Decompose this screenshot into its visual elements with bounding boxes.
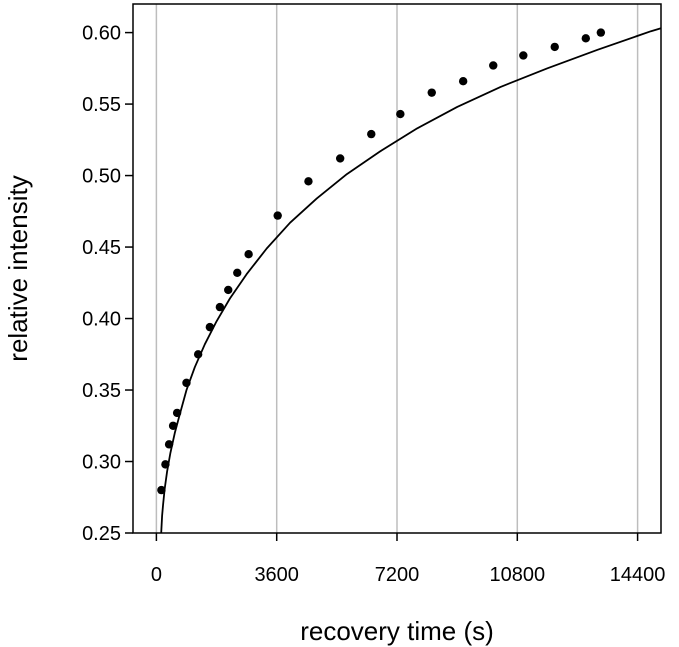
data-point [157,485,166,495]
data-point [244,250,253,259]
y-tick-label: 0.60 [82,23,121,45]
y-tick-label: 0.30 [82,452,121,474]
data-point [168,421,178,430]
x-tick-label: 10800 [489,564,545,586]
data-point [367,129,376,139]
data-points-group [157,28,606,495]
x-tick-label: 14400 [610,564,666,586]
data-point [172,408,182,418]
data-point [396,109,405,119]
data-point [233,268,242,277]
data-point [205,322,215,332]
data-point [193,350,203,359]
fit-curve [160,27,662,534]
data-point [489,61,498,70]
y-axis-title: relative intensity [3,175,33,361]
x-tick-label: 0 [151,564,162,586]
y-tick-label: 0.55 [82,94,121,116]
data-point [427,88,436,97]
data-point [164,440,174,449]
data-point [550,42,559,52]
data-point [161,460,170,469]
y-tick-label: 0.50 [82,166,121,188]
y-axis-ticks: 0.25 0.30 0.35 0.40 0.45 0.50 0.55 0.60 [82,23,133,545]
y-tick-label: 0.40 [82,309,121,331]
fit-curve-group [160,27,662,534]
x-tick-label: 7200 [375,564,420,586]
data-point [335,154,345,163]
y-tick-label: 0.25 [82,523,121,545]
data-point [304,177,313,186]
data-point [519,51,528,60]
x-tick-label: 3600 [254,564,299,586]
data-point [224,285,233,295]
data-point [215,302,225,312]
x-axis-ticks: 0 3600 7200 10800 14400 [151,533,666,586]
data-point [581,34,591,43]
y-tick-label: 0.45 [82,237,121,259]
data-point [273,211,282,220]
data-point [596,28,606,37]
data-point [182,378,191,388]
grid-lines [155,4,639,533]
y-tick-label: 0.35 [82,380,121,402]
data-point [458,77,468,86]
x-axis-title: recovery time (s) [300,616,494,646]
